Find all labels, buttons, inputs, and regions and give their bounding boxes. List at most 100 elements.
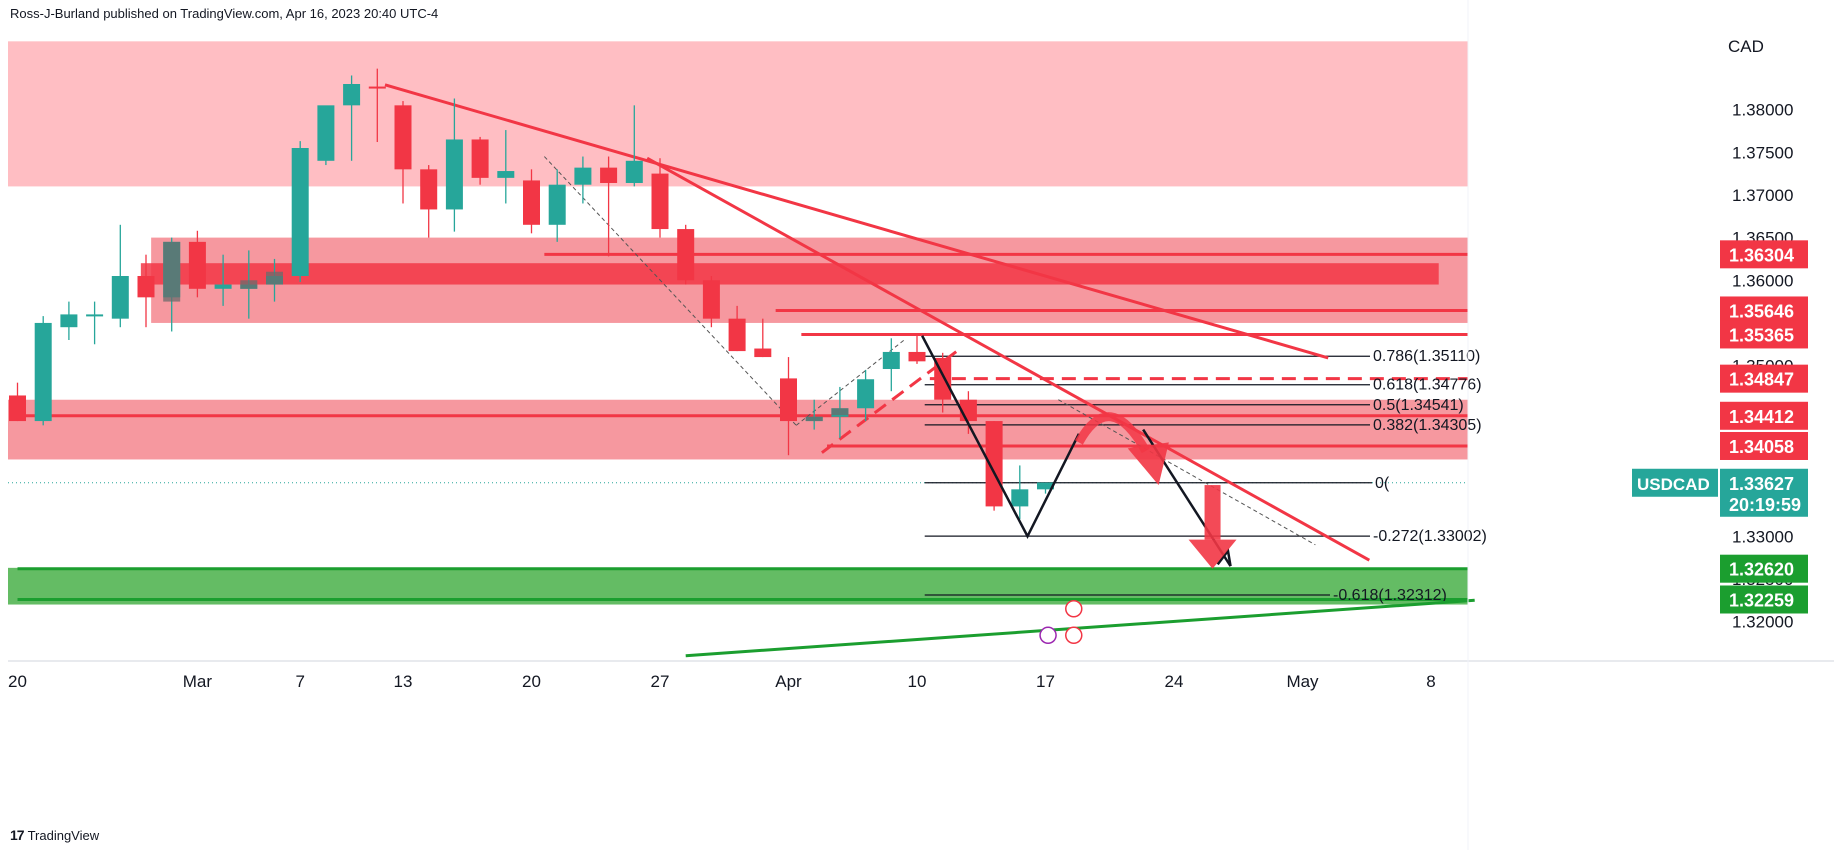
- last-price-tag: [1720, 468, 1808, 517]
- candle-overlay: [831, 408, 849, 416]
- x-tick-label: 20: [522, 672, 541, 691]
- candle: [214, 254, 232, 306]
- candle: [471, 136, 489, 185]
- candle: [574, 156, 592, 204]
- fib-label: 0.5(1.34541): [1373, 397, 1464, 414]
- price-tag-green: [1720, 554, 1808, 583]
- fib-label: 0(: [1375, 475, 1390, 492]
- zone-red_dark: [140, 263, 1439, 285]
- footer-brand[interactable]: 17 TradingView: [10, 827, 99, 843]
- candle-overlay: [163, 241, 181, 302]
- candle-body: [34, 322, 52, 422]
- horizontal-lines-layer: [17, 252, 1468, 601]
- curved-arrow-head: [1127, 442, 1169, 486]
- countdown-text: 20:19:59: [1729, 495, 1801, 515]
- candle: [111, 224, 129, 328]
- candle-body: [908, 351, 926, 362]
- candle-body: [214, 284, 232, 289]
- candle: [497, 130, 515, 204]
- price-tag-text: 1.32620: [1729, 560, 1794, 580]
- candle-body: [368, 86, 386, 89]
- x-tick-label: 13: [394, 672, 413, 691]
- drawings-layer: [921, 335, 1237, 645]
- fib-label: -0.272(1.33002): [1373, 528, 1487, 545]
- candle: [137, 254, 155, 328]
- zone-red: [8, 399, 1468, 460]
- candle: [1037, 482, 1054, 494]
- x-tick-label: 24: [1165, 672, 1184, 691]
- price-tag-red: [1720, 431, 1808, 460]
- trendlines-layer: [384, 83, 1475, 658]
- fib-label: 0.786(1.35110): [1373, 348, 1480, 365]
- candle-body: [780, 378, 797, 422]
- fib-label: -0.618(1.32312): [1333, 587, 1447, 604]
- y-tick-label: 1.32000: [1732, 613, 1793, 632]
- price-tag-red: [1720, 401, 1808, 430]
- candle-body: [445, 139, 463, 210]
- price-labels-layer: 1.36304 1.35646 1.35365 1.34847 1.34412 1.340…: [1632, 240, 1808, 614]
- trendline-red: [384, 83, 1329, 360]
- candles-layer: [9, 68, 1054, 520]
- price-tag-red: [1720, 320, 1808, 349]
- candle: [548, 169, 566, 242]
- axis-layer: CAD1.380001.375001.370001.365001.360001.…: [8, 0, 1834, 850]
- candle-body: [548, 184, 566, 225]
- price-tag-text: 1.35365: [1729, 325, 1794, 345]
- candle: [1011, 465, 1029, 520]
- candle-overlay: [240, 280, 258, 289]
- candle-body: [471, 139, 489, 178]
- x-tick-label: May: [1286, 672, 1319, 691]
- candle: [317, 105, 335, 166]
- x-tick-label: Mar: [183, 672, 213, 691]
- candle: [702, 276, 720, 328]
- candle-body: [600, 167, 618, 183]
- candle-body: [60, 314, 78, 328]
- candle-body: [702, 280, 720, 319]
- currency-label: CAD: [1728, 37, 1764, 56]
- x-tick-label: 10: [908, 672, 927, 691]
- projection-arrowhead: [1216, 547, 1232, 567]
- price-tag-text: 1.34847: [1729, 370, 1794, 390]
- tradingview-logo-icon: 17: [10, 827, 25, 843]
- candle: [523, 169, 540, 234]
- y-tick-label: 1.33000: [1732, 527, 1793, 546]
- trendline-green: [685, 598, 1475, 658]
- candle: [420, 165, 438, 238]
- zone-pink: [8, 41, 1468, 187]
- fib-anchor-line: [543, 156, 797, 426]
- candle: [651, 158, 669, 238]
- lightning-icon: [1039, 626, 1057, 645]
- x-tick-label: 17: [1036, 672, 1055, 691]
- zones-layer: [8, 41, 1468, 605]
- publish-header: Ross-J-Burland published on TradingView.…: [10, 6, 439, 21]
- candle-overlay: [805, 416, 823, 422]
- candle-body: [317, 105, 335, 161]
- candle-body: [291, 148, 309, 276]
- symbol-tag-text: USDCAD: [1637, 475, 1710, 494]
- y-tick-label: 1.37500: [1732, 143, 1793, 162]
- candle-body: [188, 241, 206, 289]
- us-flag-icon: [1065, 600, 1083, 618]
- candle: [908, 335, 926, 364]
- candle: [857, 369, 875, 422]
- price-tag-text: 1.34412: [1729, 407, 1794, 427]
- candle: [625, 105, 643, 187]
- candle: [754, 318, 772, 358]
- candle-body: [523, 180, 540, 225]
- candle-body: [574, 167, 592, 185]
- candle-body: [882, 351, 900, 370]
- y-tick-label: 1.37000: [1732, 186, 1793, 205]
- candle: [368, 68, 386, 143]
- price-tag-text: 1.35646: [1729, 301, 1794, 321]
- price-tag-text: 1.32259: [1729, 590, 1794, 610]
- fibonacci-layer: 0.786(1.35110) 0.618(1.34776) 0.5(1.34541)…: [924, 348, 1487, 604]
- candle-body: [625, 160, 643, 183]
- last-price-text: 1.33627: [1729, 474, 1794, 494]
- candle-body: [420, 169, 438, 210]
- x-tick-label: 27: [651, 672, 670, 691]
- candle-body: [343, 84, 361, 106]
- price-tag-text: 1.34058: [1729, 437, 1794, 457]
- candle: [9, 382, 26, 422]
- candle: [188, 230, 206, 298]
